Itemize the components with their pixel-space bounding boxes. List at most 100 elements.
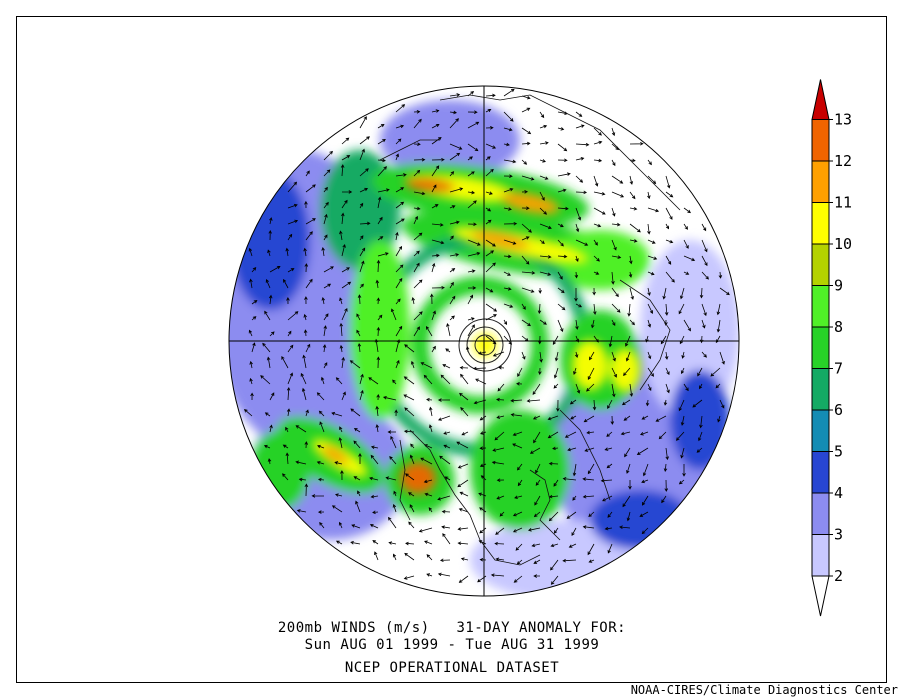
wind-arrow	[467, 286, 477, 290]
wind-arrow	[575, 303, 583, 308]
wind-arrow	[317, 477, 325, 482]
wind-arrow	[557, 158, 568, 163]
wind-arrow	[611, 127, 616, 137]
wind-arrow	[692, 399, 703, 408]
wind-arrow	[521, 319, 531, 327]
wind-arrow	[521, 223, 532, 233]
wind-arrow	[503, 303, 514, 308]
wind-arrow	[449, 187, 464, 193]
wind-arrow	[496, 478, 505, 482]
wind-arrow	[587, 463, 595, 475]
colorbar-swatch	[811, 285, 830, 328]
wind-arrow	[341, 199, 348, 209]
wind-arrow	[495, 557, 505, 562]
wind-arrow	[428, 424, 433, 433]
wind-arrow	[426, 554, 433, 561]
wind-arrow	[683, 207, 691, 214]
wind-arrow	[405, 541, 415, 546]
wind-arrow	[478, 351, 487, 355]
wind-arrow	[503, 335, 513, 345]
wind-arrow	[303, 247, 307, 257]
wind-arrow	[249, 377, 253, 385]
wind-arrow	[665, 207, 673, 220]
wind-arrow	[701, 319, 706, 329]
wind-arrow	[548, 461, 559, 466]
wind-arrow	[593, 303, 597, 316]
wind-arrow	[322, 344, 327, 353]
colorbar-label: 10	[834, 235, 852, 253]
wind-arrow	[287, 233, 293, 241]
wind-arrow	[575, 175, 584, 183]
wind-arrow	[304, 200, 308, 209]
wind-arrow	[410, 443, 415, 449]
wind-arrow	[340, 470, 344, 481]
wind-arrow	[532, 415, 541, 420]
wind-arrow	[456, 441, 469, 449]
wind-arrow	[359, 221, 371, 226]
wind-arrow	[593, 207, 606, 215]
wind-arrow	[660, 335, 667, 345]
wind-arrow	[250, 392, 254, 401]
wind-arrow	[586, 430, 595, 435]
caption-line-3: NCEP OPERATIONAL DATASET	[344, 660, 560, 676]
wind-arrow	[431, 184, 437, 193]
wind-arrow	[269, 424, 273, 433]
wind-arrow	[409, 504, 415, 513]
wind-arrow	[305, 184, 316, 193]
map-border	[228, 85, 740, 597]
wind-arrow	[467, 121, 480, 129]
wind-arrow	[395, 173, 407, 177]
wind-arrow	[269, 217, 273, 225]
wind-arrow	[647, 271, 655, 276]
wind-arrow	[457, 479, 469, 488]
credit-text: NOAA-CIRES/Climate Diagnostics Center	[630, 683, 898, 697]
wind-arrow	[285, 426, 289, 433]
wind-arrow	[377, 123, 385, 129]
wind-arrow	[267, 249, 271, 257]
wind-arrow	[567, 447, 577, 452]
wind-arrow	[305, 170, 310, 177]
wind-arrow	[611, 367, 617, 378]
wind-arrow	[701, 271, 709, 280]
wind-arrow	[573, 367, 577, 375]
wind-arrow	[305, 278, 313, 289]
wind-arrow	[353, 476, 361, 481]
wind-arrow	[295, 425, 307, 433]
wind-arrow	[557, 223, 564, 228]
wind-arrow	[375, 405, 379, 417]
wind-arrow	[413, 206, 421, 211]
wind-arrow	[356, 329, 361, 337]
wind-arrow	[557, 239, 564, 247]
wind-arrow	[449, 220, 460, 225]
wind-arrow	[359, 136, 370, 145]
wind-arrow	[521, 159, 528, 165]
wind-arrow	[296, 509, 307, 513]
wind-arrow	[586, 383, 595, 392]
wind-arrow	[719, 287, 730, 296]
wind-arrow	[359, 373, 364, 385]
wind-arrow	[681, 351, 685, 359]
wind-arrow	[611, 175, 624, 184]
wind-arrow	[485, 250, 495, 257]
wind-arrow	[305, 343, 311, 353]
wind-arrow	[575, 111, 583, 117]
wind-arrow	[678, 303, 685, 315]
wind-arrow	[357, 490, 361, 497]
wind-arrow	[575, 255, 579, 262]
wind-arrow	[485, 207, 492, 212]
wind-arrow	[382, 396, 397, 401]
wind-arrow	[441, 525, 451, 529]
polar-map	[229, 86, 739, 596]
wind-arrow	[303, 329, 308, 337]
wind-arrow	[376, 297, 381, 305]
wind-arrow	[647, 319, 652, 328]
wind-arrow	[717, 415, 721, 423]
wind-arrow	[611, 191, 625, 198]
wind-arrow	[593, 239, 598, 246]
coastlines	[379, 94, 681, 566]
wind-arrow	[557, 271, 563, 280]
wind-arrow	[341, 155, 351, 161]
wind-arrow	[697, 367, 703, 377]
wind-arrow	[521, 287, 535, 293]
wind-arrow	[260, 375, 271, 385]
